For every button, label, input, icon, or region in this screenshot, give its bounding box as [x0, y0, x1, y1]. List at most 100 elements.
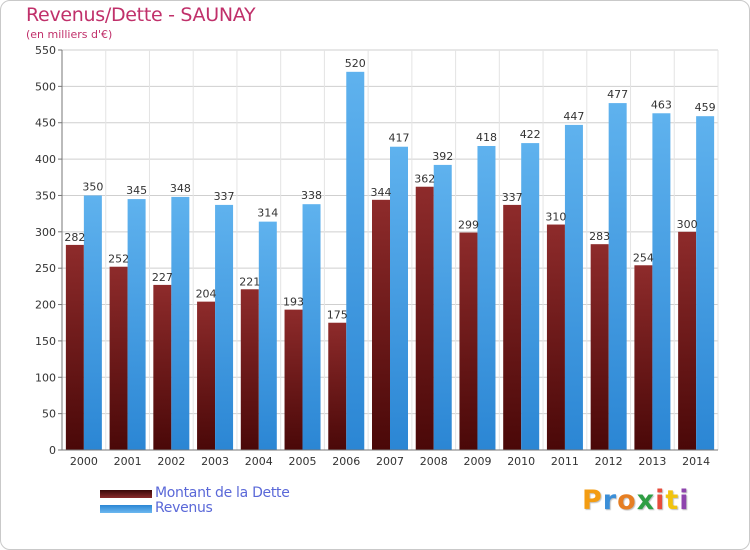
bar-revenus [346, 71, 365, 451]
x-tick-label: 2008 [420, 455, 448, 468]
bar-dette [240, 289, 259, 450]
bar-revenus [433, 164, 452, 450]
bar-dette [197, 301, 216, 450]
x-tick-label: 2010 [507, 455, 535, 468]
bar-dette [328, 322, 347, 450]
data-label-dette: 254 [633, 251, 654, 264]
bar-revenus [258, 221, 277, 450]
legend-label-revenus: Revenus [155, 500, 213, 516]
data-label-dette: 299 [458, 219, 479, 232]
y-tick-label: 400 [35, 153, 56, 166]
data-label-dette: 193 [283, 296, 304, 309]
y-tick-label: 0 [49, 444, 56, 457]
y-tick-label: 100 [35, 371, 56, 384]
axes: 0 50 100 150 200 250 300 350 400 450 500 550 2000 200… [35, 44, 718, 468]
data-label-revenus: 520 [345, 57, 366, 70]
data-label-dette: 362 [414, 173, 435, 186]
x-tick-label: 2014 [682, 455, 710, 468]
logo-letter: i [679, 485, 690, 516]
data-label-dette: 310 [545, 211, 566, 224]
data-label-revenus: 337 [214, 190, 235, 203]
legend-swatch-dette [100, 490, 152, 498]
x-tick-label: 2006 [332, 455, 360, 468]
y-tick-label: 450 [35, 117, 56, 130]
data-label-dette: 221 [239, 275, 260, 288]
data-label-revenus: 348 [170, 182, 191, 195]
data-label-revenus: 477 [607, 88, 628, 101]
bar-revenus [652, 113, 671, 450]
logo-letter: t [665, 485, 680, 516]
bar-dette [459, 232, 478, 450]
legend-swatch-revenus [100, 505, 152, 513]
data-label-dette: 204 [196, 288, 217, 301]
data-label-revenus: 417 [389, 132, 410, 145]
x-tick-label: 2007 [376, 455, 404, 468]
bar-dette [415, 186, 434, 450]
y-tick-label: 500 [35, 80, 56, 93]
legend-label-dette: Montant de la Dette [155, 485, 290, 501]
bar-revenus [696, 116, 715, 450]
data-label-dette: 175 [327, 309, 348, 322]
y-tick-label: 50 [42, 408, 56, 421]
bar-dette [678, 231, 697, 450]
data-label-revenus: 314 [257, 207, 278, 220]
x-tick-label: 2011 [551, 455, 579, 468]
data-label-dette: 282 [64, 231, 85, 244]
bar-revenus [302, 204, 321, 450]
data-label-revenus: 338 [301, 189, 322, 202]
y-tick-label: 250 [35, 262, 56, 275]
data-label-dette: 337 [502, 191, 523, 204]
y-tick-label: 300 [35, 226, 56, 239]
logo-letter: r [602, 485, 618, 516]
data-label-revenus: 418 [476, 131, 497, 144]
data-label-revenus: 345 [126, 184, 147, 197]
y-tick-label: 550 [35, 44, 56, 57]
data-label-dette: 227 [152, 271, 173, 284]
bar-revenus [608, 103, 627, 450]
x-tick-label: 2000 [70, 455, 98, 468]
x-tick-label: 2004 [245, 455, 273, 468]
bar-dette [546, 224, 565, 450]
x-tick-label: 2001 [114, 455, 142, 468]
bar-dette [590, 244, 609, 450]
y-tick-label: 200 [35, 299, 56, 312]
x-tick-label: 2003 [201, 455, 229, 468]
data-label-revenus: 463 [651, 98, 672, 111]
bar-revenus [521, 143, 540, 450]
chart-title: Revenus/Dette - SAUNAY [26, 4, 256, 26]
bar-dette [634, 265, 653, 450]
x-tick-label: 2012 [595, 455, 623, 468]
x-tick-label: 2013 [638, 455, 666, 468]
data-label-revenus: 459 [695, 101, 716, 114]
y-tick-label: 350 [35, 189, 56, 202]
logo-letter: x [636, 485, 656, 516]
bar-dette [503, 204, 522, 450]
data-label-dette: 283 [589, 230, 610, 243]
bar-dette [153, 284, 172, 450]
chart-subtitle: (en milliers d'€) [26, 28, 113, 41]
bar-revenus [390, 146, 408, 450]
x-tick-label: 2005 [289, 455, 317, 468]
proxiti-logo: Proxiti [582, 485, 690, 516]
data-label-dette: 300 [677, 218, 698, 231]
logo-letter: o [617, 485, 637, 516]
y-tick-label: 150 [35, 335, 56, 348]
data-label-revenus: 350 [82, 180, 103, 193]
bar-dette [372, 199, 390, 450]
bar-revenus [564, 124, 583, 450]
x-tick-label: 2002 [157, 455, 185, 468]
bar-dette [109, 266, 128, 450]
data-label-revenus: 422 [520, 128, 541, 141]
bar-dette [65, 244, 84, 450]
data-label-dette: 252 [108, 253, 129, 266]
logo-letter: P [582, 485, 603, 516]
data-label-dette: 344 [371, 186, 392, 199]
bar-revenus [477, 146, 496, 450]
bar-revenus [215, 204, 234, 450]
data-labels: 282 350 252 345 227 348 204 337 221 314 193 338 175 5… [64, 57, 715, 322]
bar-dette [284, 309, 303, 450]
bar-revenus [171, 196, 190, 450]
logo-letter: i [655, 485, 666, 516]
data-label-revenus: 392 [432, 150, 453, 163]
